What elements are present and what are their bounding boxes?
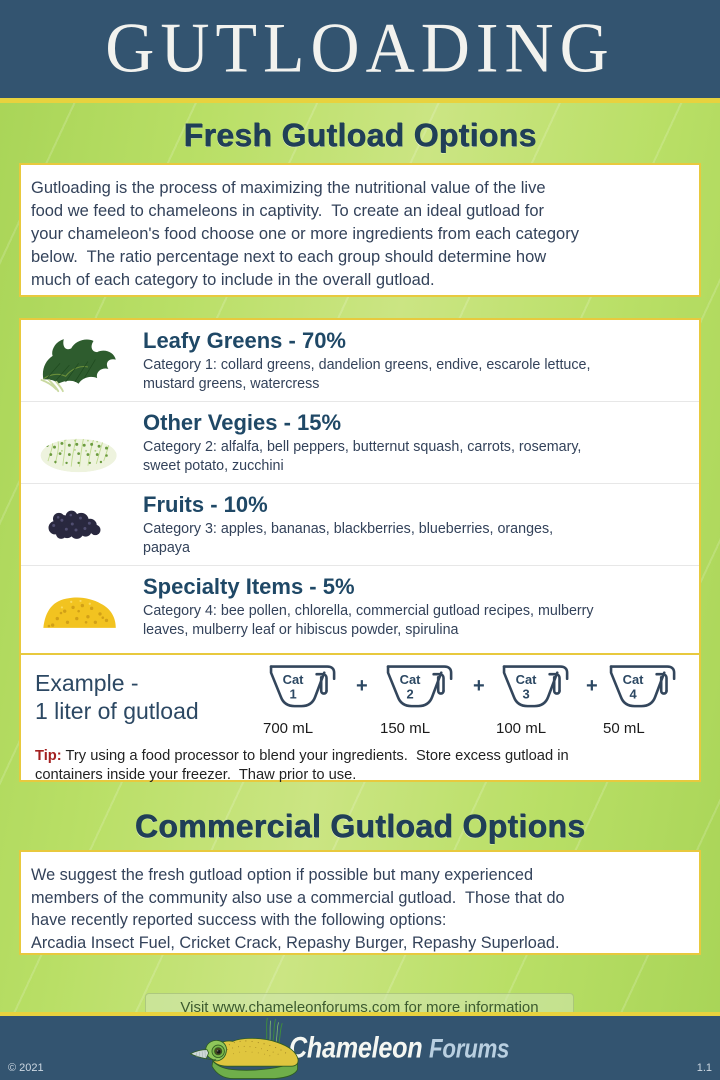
svg-text:Cat: Cat bbox=[516, 672, 537, 687]
svg-text:2: 2 bbox=[406, 687, 413, 702]
svg-text:Cat: Cat bbox=[283, 672, 304, 687]
svg-text:4: 4 bbox=[629, 687, 637, 702]
svg-text:3: 3 bbox=[522, 687, 529, 702]
svg-text:Cat: Cat bbox=[623, 672, 644, 687]
svg-text:1: 1 bbox=[289, 687, 296, 702]
svg-text:Cat: Cat bbox=[400, 672, 421, 687]
